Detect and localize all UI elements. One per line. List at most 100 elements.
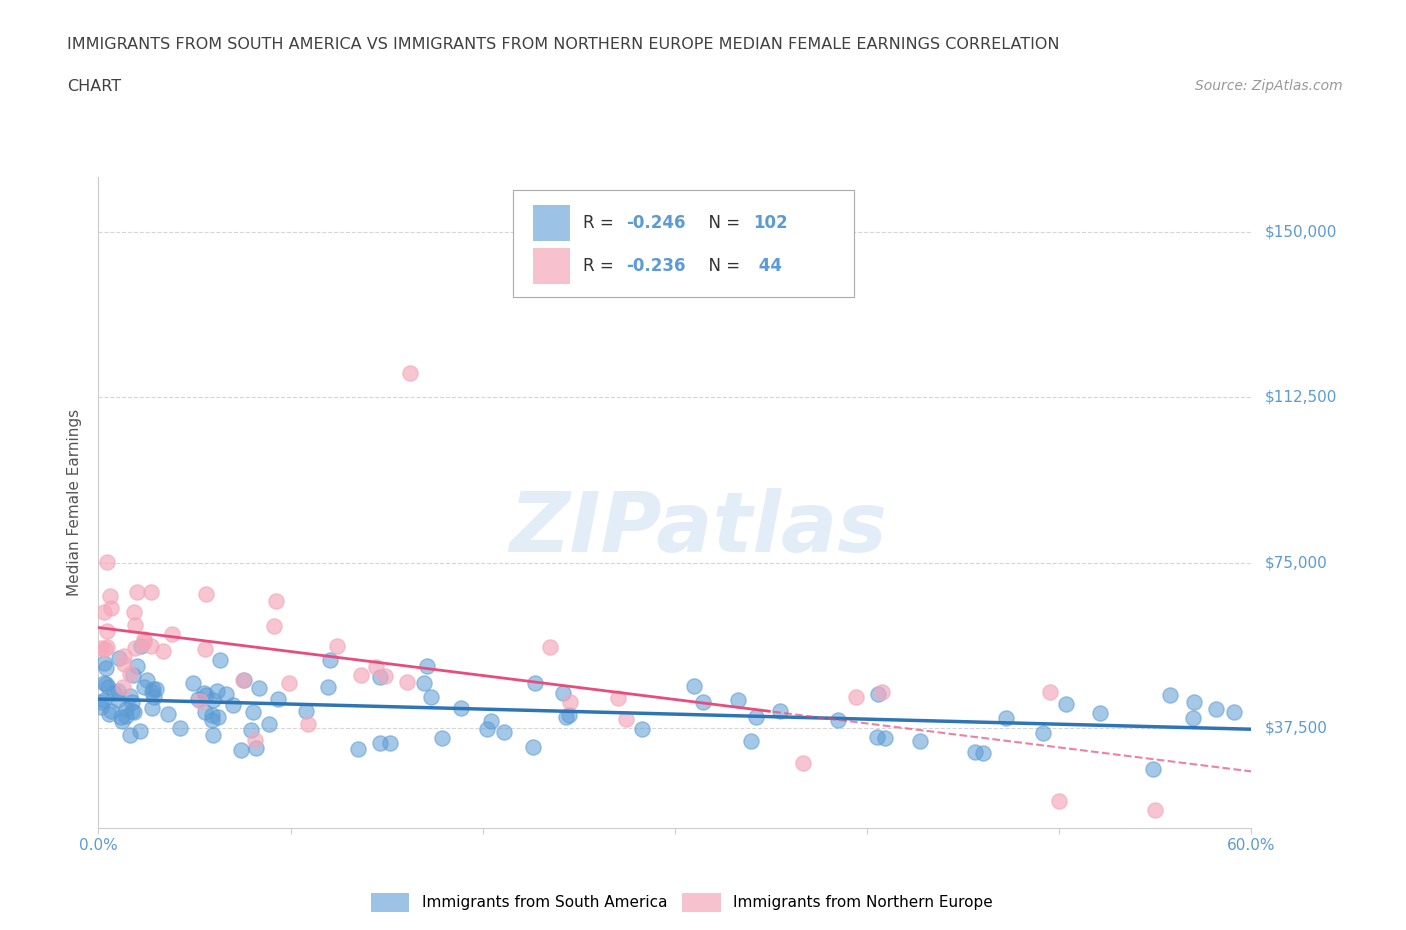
Point [111,714,134,729]
Point [538,639,561,654]
Point [870,684,893,699]
Point [141,684,163,699]
Point [1205,702,1227,717]
Point [350,668,373,683]
Point [1144,803,1167,817]
Text: N =: N = [697,214,745,232]
Text: $75,000: $75,000 [1265,555,1329,570]
Point [188,694,211,709]
Point [193,686,215,701]
Point [122,668,145,683]
Point [96,554,118,569]
Point [93,676,115,691]
Point [318,679,340,694]
Point [1181,711,1204,725]
Text: -0.246: -0.246 [627,214,686,232]
Point [368,736,391,751]
Point [325,639,347,654]
FancyBboxPatch shape [513,190,853,298]
Point [94,676,117,691]
Point [118,667,141,682]
Point [231,743,253,758]
Point [100,704,122,719]
Point [142,690,165,705]
Point [201,712,224,727]
Point [90,699,112,714]
Point [366,659,388,674]
Point [692,695,714,710]
Point [242,705,264,720]
Point [1047,794,1070,809]
Point [93,693,115,708]
Point [1142,762,1164,777]
Point [1182,694,1205,709]
Point [118,728,141,743]
Point [240,723,263,737]
Point [415,658,437,673]
Point [90,641,112,656]
Text: IMMIGRANTS FROM SOUTH AMERICA VS IMMIGRANTS FROM NORTHERN EUROPE MEDIAN FEMALE E: IMMIGRANTS FROM SOUTH AMERICA VS IMMIGRA… [67,37,1060,52]
Point [558,695,581,710]
Point [93,656,115,671]
Text: -0.236: -0.236 [627,257,686,274]
Point [396,674,419,689]
Point [112,649,135,664]
Point [194,704,217,719]
Point [115,701,138,716]
Point [972,746,994,761]
Point [125,658,148,673]
Point [125,584,148,599]
Point [134,635,156,650]
Point [1039,684,1062,699]
Point [205,684,228,698]
Point [142,682,165,697]
Point [1159,687,1181,702]
Point [107,692,129,707]
Point [768,703,790,718]
Point [96,661,118,676]
Point [98,589,121,604]
Point [845,690,868,705]
Point [97,679,120,694]
Point [122,604,145,619]
Point [232,673,254,688]
Point [263,618,285,633]
Point [98,707,121,722]
Text: $150,000: $150,000 [1265,224,1337,239]
Text: R =: R = [582,214,619,232]
Point [524,676,547,691]
Point [139,639,162,654]
Point [194,688,217,703]
Point [215,686,238,701]
Point [187,691,209,706]
Point [100,600,122,615]
Point [243,732,266,747]
Point [202,727,225,742]
Point [135,672,157,687]
Point [494,724,516,739]
Point [181,675,204,690]
Point [1090,706,1112,721]
Point [233,672,256,687]
Y-axis label: Median Female Earnings: Median Female Earnings [67,408,83,596]
Point [374,668,396,683]
Point [249,681,271,696]
Point [139,585,162,600]
Point [124,640,146,655]
Point [108,651,131,666]
Point [160,626,183,641]
Point [297,716,319,731]
Text: CHART: CHART [67,79,121,94]
Point [908,734,931,749]
Point [120,688,142,703]
Point [96,624,118,639]
Point [555,710,578,724]
Point [129,724,152,738]
Point [551,686,574,701]
Point [112,657,135,671]
Point [1032,725,1054,740]
Point [430,730,453,745]
Bar [533,247,569,284]
Point [121,703,143,718]
Point [606,691,628,706]
